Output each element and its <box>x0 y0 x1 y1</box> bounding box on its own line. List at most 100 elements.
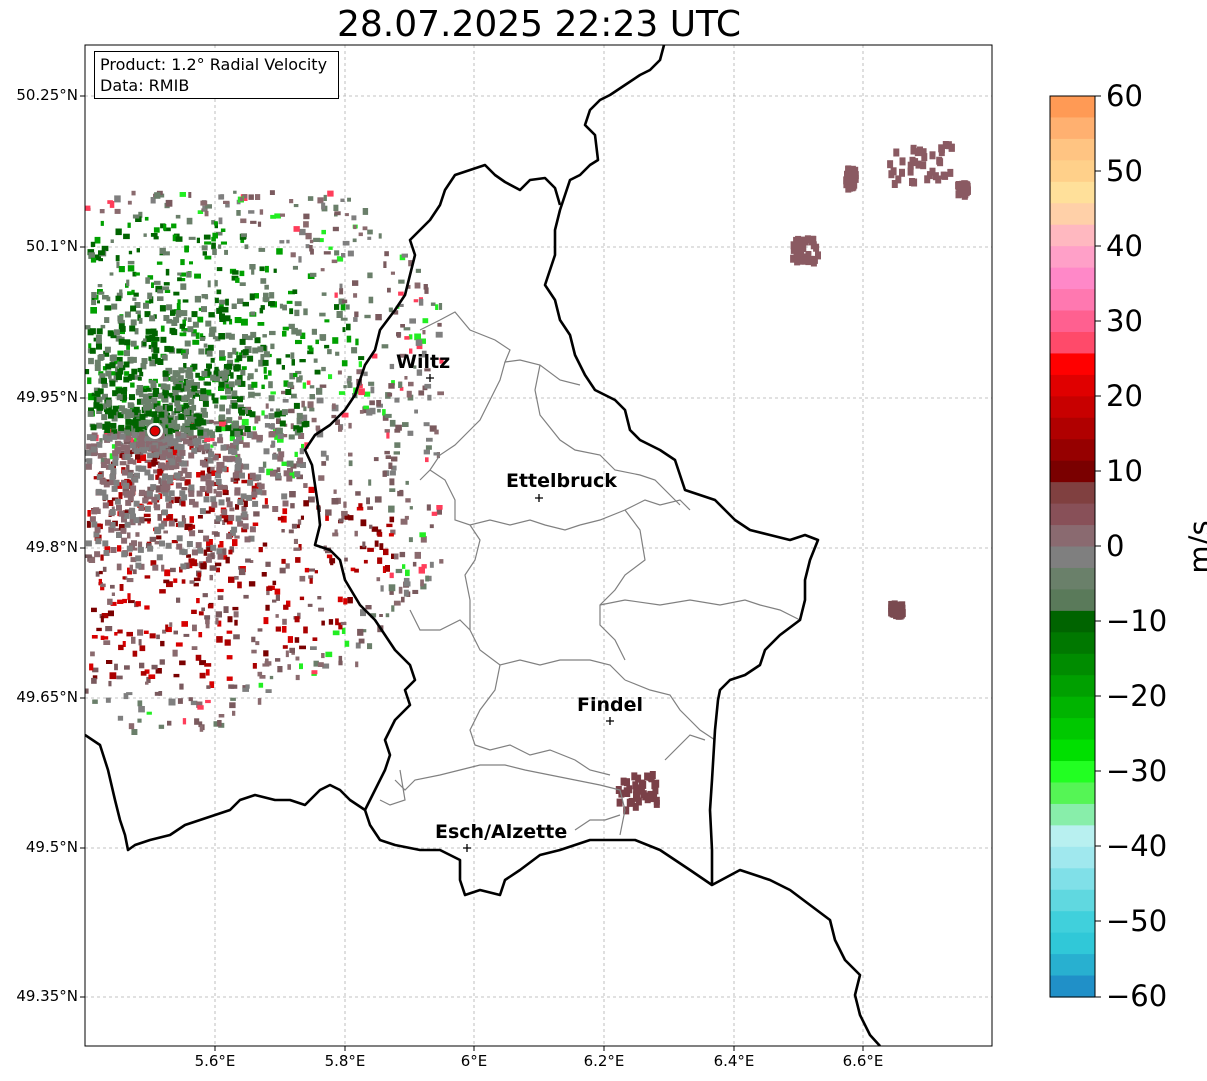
radar-echo-pixel <box>229 702 236 709</box>
radar-echo-pixel <box>250 331 257 338</box>
radar-echo-pixel <box>389 590 394 595</box>
radar-echo-pixel <box>259 266 265 272</box>
radar-echo-pixel <box>134 375 141 380</box>
radar-echo-pixel <box>148 403 155 410</box>
radar-echo-pixel <box>210 357 215 363</box>
radar-echo-pixel <box>197 316 204 323</box>
radar-echo-pixel <box>173 578 178 583</box>
radar-echo-pixel <box>389 572 394 579</box>
radar-echo-pixel <box>358 232 363 237</box>
radar-echo-pixel <box>127 458 134 465</box>
radar-echo-pixel <box>327 349 332 355</box>
radar-echo-pixel <box>300 462 306 468</box>
radar-echo-pixel <box>144 605 150 610</box>
radar-echo-pixel <box>167 455 174 462</box>
radar-echo-pixel <box>115 366 119 373</box>
radar-echo-pixel <box>631 772 638 781</box>
radar-echo-pixel <box>162 370 169 377</box>
radar-echo-pixel <box>153 227 160 233</box>
radar-echo-pixel <box>371 353 378 359</box>
radar-echo-pixel <box>213 370 220 377</box>
radar-echo-pixel <box>208 480 215 487</box>
radar-echo-pixel <box>241 418 249 426</box>
radar-echo-pixel <box>228 549 233 555</box>
radar-echo-pixel <box>435 331 443 338</box>
radar-echo-pixel <box>194 295 201 303</box>
radar-echo-pixel <box>252 663 257 669</box>
radar-echo-pixel <box>235 504 240 510</box>
radar-echo-pixel <box>644 795 651 804</box>
radar-echo-pixel <box>153 403 160 410</box>
radar-echo-pixel <box>157 289 164 294</box>
radar-echo-pixel <box>123 233 130 240</box>
radar-echo-pixel <box>154 526 161 533</box>
lon-tick-label: 6.6°E <box>842 1052 884 1070</box>
radar-echo-pixel <box>174 400 181 407</box>
colorbar-tick-label: 30 <box>1106 304 1143 338</box>
radar-echo-pixel <box>144 669 150 674</box>
radar-echo-pixel <box>424 287 429 294</box>
radar-echo-pixel <box>794 250 801 259</box>
radar-echo-pixel <box>87 249 95 256</box>
radar-echo-pixel <box>114 440 121 447</box>
radar-echo-pixel <box>238 416 242 420</box>
radar-echo-pixel <box>179 332 185 337</box>
radar-echo-pixel <box>96 328 103 335</box>
radar-echo-pixel <box>233 472 240 479</box>
radar-echo-pixel <box>307 350 314 355</box>
radar-echo-pixel <box>287 636 293 643</box>
radar-echo-pixel <box>124 444 131 451</box>
lat-tick-label: 49.5°N <box>25 838 78 856</box>
radar-echo-pixel <box>115 356 123 363</box>
radar-echo-pixel <box>369 524 373 529</box>
radar-echo-pixel <box>351 215 357 221</box>
radar-echo-pixel <box>178 443 185 450</box>
radar-echo-pixel <box>100 635 105 640</box>
radar-echo-pixel <box>228 514 235 521</box>
radar-echo-pixel <box>102 452 107 458</box>
radar-echo-pixel <box>130 340 137 347</box>
radar-echo-pixel <box>249 472 256 479</box>
radar-echo-pixel <box>309 394 315 400</box>
radar-echo-pixel <box>187 373 194 379</box>
radar-echo-pixel <box>377 408 381 413</box>
radar-echo-pixel <box>356 506 364 511</box>
radar-echo-pixel <box>151 353 158 360</box>
radar-echo-pixel <box>135 562 142 569</box>
radar-echo-pixel <box>281 365 285 370</box>
radar-echo-pixel <box>398 586 403 594</box>
radar-echo-pixel <box>379 543 384 550</box>
radar-echo-pixel <box>310 646 317 650</box>
radar-echo-pixel <box>205 622 210 629</box>
radar-echo-pixel <box>947 168 954 177</box>
radar-echo-pixel <box>425 575 429 582</box>
colorbar-tick-label: −10 <box>1106 604 1168 638</box>
radar-echo-pixel <box>163 436 170 443</box>
radar-echo-pixel <box>272 580 277 586</box>
radar-echo-pixel <box>217 437 224 444</box>
radar-echo-pixel <box>192 624 197 632</box>
radar-echo-pixel <box>624 778 630 787</box>
radar-echo-pixel <box>117 315 124 322</box>
radar-echo-pixel <box>137 367 143 373</box>
radar-echo-pixel <box>268 395 275 402</box>
radar-echo-pixel <box>231 449 238 456</box>
radar-echo-pixel <box>238 425 244 430</box>
radar-echo-pixel <box>141 447 148 454</box>
radar-echo-pixel <box>204 241 212 245</box>
radar-echo-pixel <box>304 567 310 573</box>
radar-echo-pixel <box>95 571 100 577</box>
radar-echo-pixel <box>233 611 239 618</box>
radar-echo-pixel <box>159 540 165 547</box>
radar-echo-pixel <box>204 443 211 450</box>
radar-echo-pixel <box>337 596 343 603</box>
radar-echo-pixel <box>216 548 223 555</box>
radar-echo-pixel <box>206 539 213 546</box>
radar-echo-pixel <box>203 496 210 503</box>
radar-echo-pixel <box>183 363 187 369</box>
radar-echo-pixel <box>85 205 91 211</box>
radar-echo-pixel <box>184 523 191 530</box>
radar-echo-pixel <box>176 348 184 354</box>
radar-echo-pixel <box>94 359 101 366</box>
radar-echo-pixel <box>282 508 288 515</box>
